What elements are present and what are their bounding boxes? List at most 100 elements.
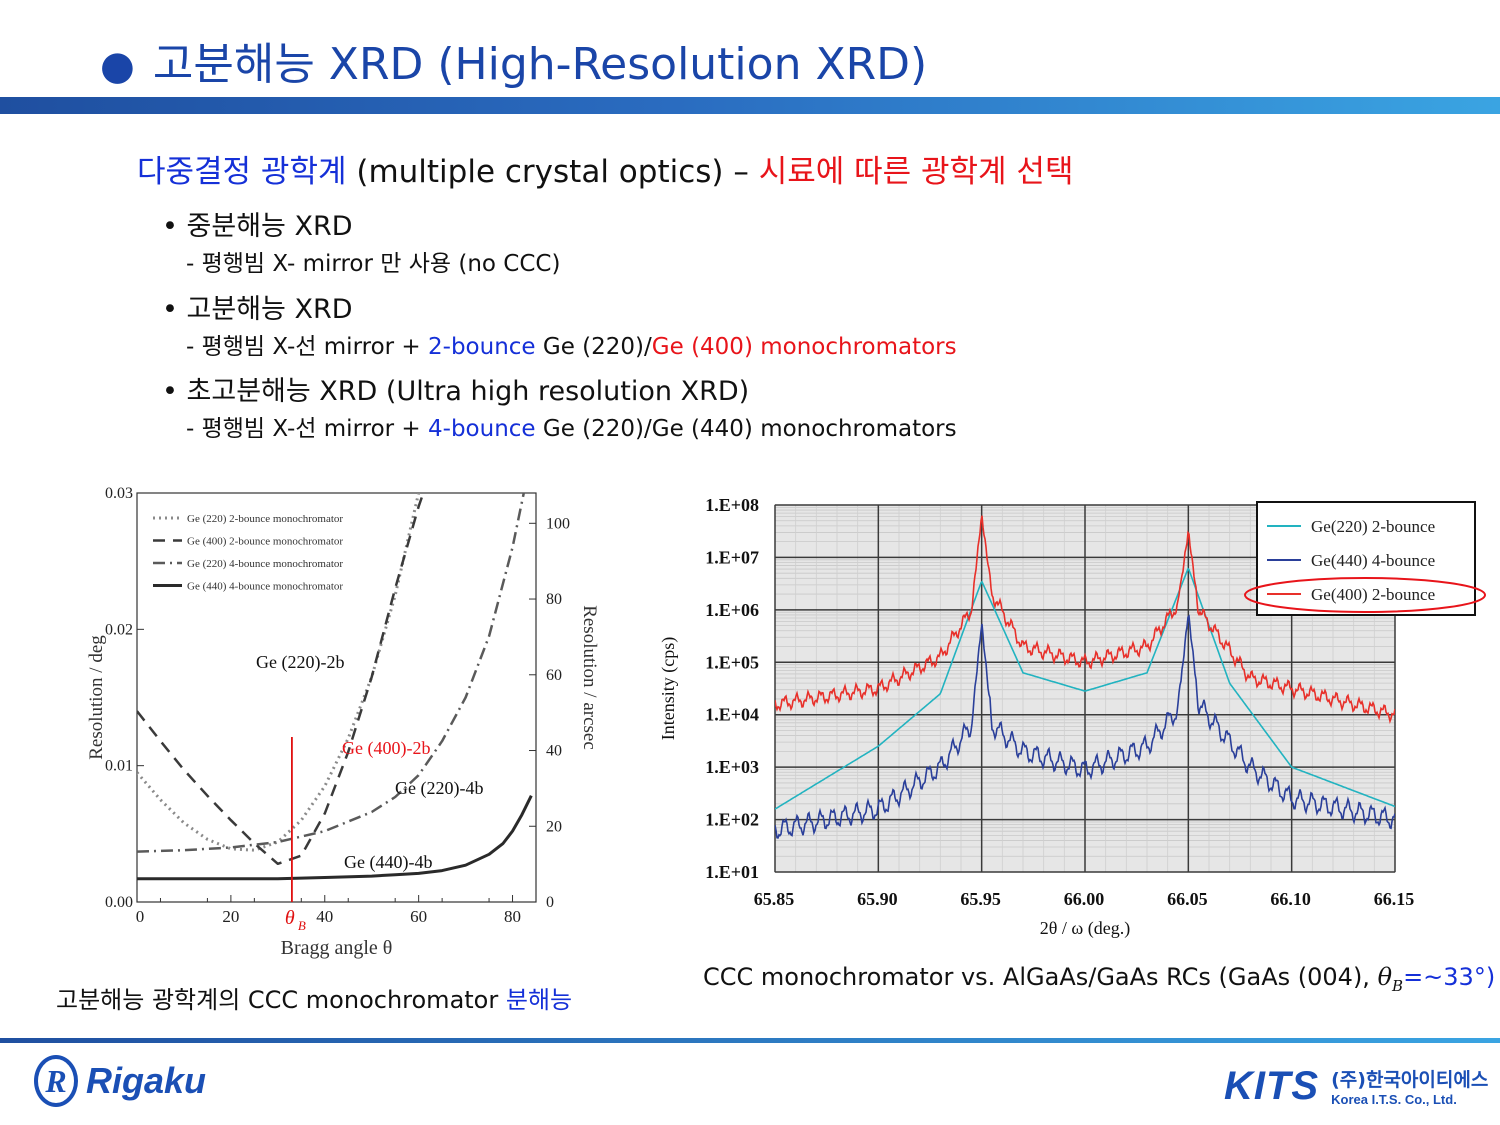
kits-wordmark: KITS — [1224, 1063, 1320, 1108]
chart1-xtick-label: 40 — [316, 907, 333, 926]
chart1-frame — [136, 492, 537, 903]
chart1-xtick-label: 20 — [222, 907, 239, 926]
bullet-high-resolution: • 고분해능 XRD — [162, 294, 353, 325]
chart2-series-group — [775, 515, 1395, 839]
chart1-ytick-label: 0.01 — [105, 758, 133, 775]
series-ge220-2b-line — [775, 567, 1395, 810]
bottom-divider — [0, 1038, 1500, 1043]
title-text: 고분해능 XRD (High-Resolution XRD) — [152, 39, 928, 90]
chart1-ylabel: Resolution / deg — [86, 635, 107, 760]
series-ge440-4b-line — [775, 614, 1395, 839]
chart2-xlabel: 2θ / ω (deg.) — [1040, 918, 1130, 939]
chart1-y2tick-label: 0 — [546, 894, 554, 911]
right-caption-text: CCC monochromator vs. AlGaAs/GaAs RCs (G… — [703, 963, 1378, 991]
legend-label-series-ge220-2b: Ge (220) 2-bounce monochromator — [187, 513, 343, 525]
chart1-y2tick-label: 100 — [546, 515, 570, 532]
series-ge440-4b-line — [137, 795, 533, 881]
chart2-xtick-label: 65.90 — [857, 889, 898, 909]
chart2-xtick-label: 66.10 — [1270, 889, 1311, 909]
chart2-ytick-label: 1.E+07 — [705, 547, 759, 567]
series-ge220-2b-label: Ge (220)-2b — [256, 652, 344, 673]
bullet-high-detail-text-4: Ge (400) monochromators — [651, 334, 957, 360]
kits-company-name: (주)한국아이티에스 Korea I.T.S. Co., Ltd. — [1331, 1065, 1488, 1107]
chart2-ytick-label: 1.E+06 — [705, 600, 759, 620]
bullet-ultra-detail-text-2: 4-bounce — [428, 416, 536, 442]
bullet-high-detail-text-1: - 평행빔 X-선 mirror + — [186, 334, 429, 360]
chart1-series-group — [137, 493, 533, 881]
bullet-ultra-detail-text-1: - 평행빔 X-선 mirror + — [186, 416, 429, 442]
top-divider-bar — [0, 97, 1500, 114]
kits-logo: KITS (주)한국아이티에스 Korea I.T.S. Co., Ltd. — [1224, 1054, 1488, 1118]
chart1-y2tick-label: 60 — [546, 667, 562, 684]
series-ge440-4b-label: Ge (440)-4b — [344, 852, 432, 873]
slide-title: ● 고분해능 XRD (High-Resolution XRD) — [100, 28, 927, 92]
legend-label-series-ge220-2b: Ge(220) 2-bounce — [1311, 517, 1435, 536]
kits-korean-name: (주)한국아이티에스 — [1331, 1069, 1489, 1091]
subheading-emphasis: 시료에 따른 광학계 선택 — [758, 154, 1074, 190]
chart2-ytick-label: 1.E+02 — [705, 810, 759, 830]
rigaku-logo: R Rigaku — [34, 1051, 206, 1111]
chart1-xtick-label: 80 — [504, 907, 521, 926]
chart2-xtick-label: 66.05 — [1167, 889, 1208, 909]
chart1-xlabel: Bragg angle θ — [281, 937, 393, 959]
right-caption-value: =~33°) — [1403, 963, 1496, 991]
chart1-ytick-label: 0.00 — [105, 894, 133, 911]
series-ge220-2b-line — [137, 493, 421, 852]
chart2-ytick-label: 1.E+05 — [705, 652, 759, 672]
chart2-legend-box — [1256, 501, 1476, 616]
rocking-curve-chart: 1.E+01 1.E+02 1.E+03 1.E+04 1.E+05 1.E+06 1.E+… — [658, 495, 1486, 939]
theta-b-subscript: B — [298, 918, 306, 933]
chart1-ytick-label: 0.03 — [105, 485, 133, 502]
bullet-ultra-resolution: • 초고분해능 XRD (Ultra high resolution XRD) — [162, 376, 750, 407]
chart2-xtick-label: 65.85 — [754, 889, 795, 909]
right-chart-caption: CCC monochromator vs. AlGaAs/GaAs RCs (G… — [703, 963, 1495, 995]
chart1-y2tick-label: 20 — [546, 818, 562, 835]
chart2-ylabel: Intensity (cps) — [658, 637, 679, 740]
series-ge400-2b-line — [137, 493, 425, 866]
chart2-ytick-label: 1.E+01 — [705, 862, 759, 882]
series-ge220-4b-label: Ge (220)-4b — [395, 778, 483, 799]
series-ge400-2b-line — [775, 515, 1395, 725]
left-chart-caption: 고분해능 광학계의 CCC monochromator 분해능 — [56, 980, 572, 1015]
legend-label-series-ge400-2b: Ge (400) 2-bounce monochromator — [187, 536, 343, 548]
bullet-high-detail: - 평행빔 X-선 mirror + 2-bounce Ge (220)/Ge … — [186, 327, 957, 361]
kits-english-name: Korea I.T.S. Co., Ltd. — [1331, 1092, 1457, 1107]
legend-highlight-ellipse — [1244, 577, 1486, 613]
chart2-ytick-label: 1.E+03 — [705, 757, 759, 777]
chart2-xtick-label: 66.00 — [1064, 889, 1105, 909]
chart1-xtick-label: 0 — [136, 907, 145, 926]
bullet-medium-resolution: • 중분해능 XRD — [162, 211, 353, 242]
bullet-ultra-detail: - 평행빔 X-선 mirror + 4-bounce Ge (220)/Ge … — [186, 409, 957, 443]
chart2-xtick-label: 65.95 — [960, 889, 1001, 909]
right-caption-theta: θ — [1377, 963, 1393, 991]
rigaku-wordmark: Rigaku — [86, 1060, 207, 1101]
bullet-medium-detail: - 평행빔 X- mirror 만 사용 (no CCC) — [186, 244, 560, 278]
left-caption-emphasis: 분해능 — [505, 986, 573, 1014]
bullet-ultra-detail-text-3: Ge (220)/Ge (440) monochromators — [535, 416, 957, 442]
chart1-xtick-label: 60 — [410, 907, 427, 926]
left-caption-text: 고분해능 광학계의 CCC monochromator — [56, 986, 506, 1014]
title-bullet: ● — [100, 43, 135, 89]
chart2-ytick-label: 1.E+04 — [705, 705, 759, 725]
legend-label-series-ge440-4b: Ge (440) 4-bounce monochromator — [187, 581, 343, 593]
legend-label-series-ge220-4b: Ge (220) 4-bounce monochromator — [187, 558, 343, 570]
legend-label-series-ge400-2b: Ge(400) 2-bounce — [1311, 585, 1435, 604]
subheading: 다중결정 광학계 (multiple crystal optics) – 시료에… — [137, 146, 1073, 191]
chart2-xtick-label: 66.15 — [1374, 889, 1415, 909]
chart1-y2tick-label: 80 — [546, 591, 562, 608]
rigaku-mark-icon: R — [34, 1055, 78, 1107]
series-ge220-4b-line — [137, 493, 526, 853]
legend-label-series-ge440-4b: Ge(440) 4-bounce — [1311, 551, 1435, 570]
chart1-y2tick-label: 40 — [546, 743, 562, 760]
bullet-high-detail-text-2: 2-bounce — [428, 334, 536, 360]
theta-b-label: θ — [285, 907, 295, 929]
resolution-chart: 0 20 40 60 80 0.00 0.01 0.02 0.03 0 20 40 60 80 100 Bra… — [86, 485, 600, 959]
bullet-medium-detail-text: - 평행빔 X- mirror 만 사용 (no CCC) — [186, 251, 561, 277]
chart1-y2label: Resolution / arcsec — [579, 605, 600, 750]
right-caption-theta-sub: B — [1392, 976, 1404, 995]
subheading-korean: 다중결정 광학계 — [137, 154, 347, 190]
chart2-ytick-label: 1.E+08 — [705, 495, 759, 515]
series-ge400-2b-label: Ge (400)-2b — [342, 738, 430, 759]
chart1-ytick-label: 0.02 — [105, 621, 133, 638]
bullet-high-detail-text-3: Ge (220)/ — [535, 334, 652, 360]
